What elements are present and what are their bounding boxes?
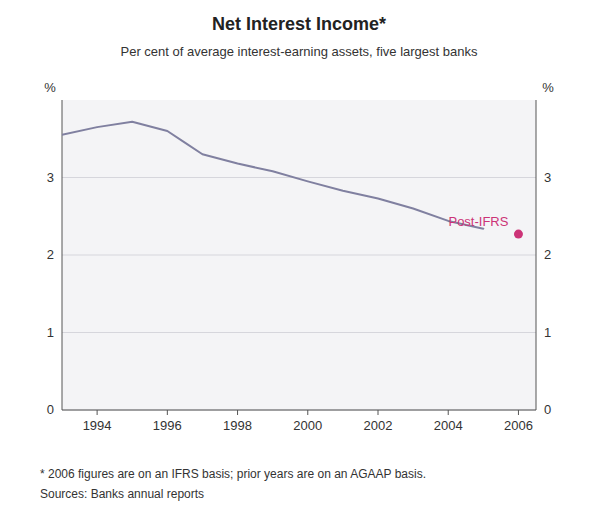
grid-line: [62, 410, 536, 411]
y-tick-label: 1: [47, 325, 54, 340]
x-tick: [448, 410, 449, 415]
x-tick: [97, 410, 98, 415]
point: [514, 230, 523, 239]
y2-axis: [536, 100, 537, 410]
source: Sources: Banks annual reports: [40, 487, 204, 501]
x-tick-label: 2004: [434, 418, 463, 433]
y-tick-label: 0: [47, 402, 54, 417]
chart: Net Interest Income* Per cent of average …: [0, 0, 598, 525]
x-tick-label: 1998: [223, 418, 252, 433]
marks: [62, 122, 523, 239]
x-tick-label: 1996: [153, 418, 182, 433]
x-axis: [62, 410, 536, 411]
x-tick: [307, 410, 308, 415]
x-tick: [378, 410, 379, 415]
x-tick: [518, 410, 519, 415]
y-tick-label: 3: [47, 170, 54, 185]
title: Net Interest Income*: [212, 14, 386, 34]
x-tick-label: 2002: [364, 418, 393, 433]
grid-line: [62, 255, 536, 256]
y-axis-label: %: [44, 80, 56, 95]
subtitle: Per cent of average interest-earning ass…: [121, 44, 478, 59]
grid-line: [62, 332, 536, 333]
x-tick: [237, 410, 238, 415]
x-tick: [167, 410, 168, 415]
y-axis: [62, 100, 63, 410]
x-tick-label: 2006: [504, 418, 533, 433]
y2-tick-label: 1: [544, 325, 551, 340]
plot-area: [62, 100, 536, 410]
y-tick-label: 2: [47, 247, 54, 262]
line: [62, 122, 483, 229]
y2-axis-label: %: [542, 80, 554, 95]
footnote: * 2006 figures are on an IFRS basis; pri…: [40, 467, 426, 481]
x-tick-label: 2000: [293, 418, 322, 433]
y2-tick-label: 3: [544, 170, 551, 185]
y2-tick-label: 2: [544, 247, 551, 262]
x-tick-label: 1994: [83, 418, 112, 433]
annotation: Post-IFRS: [448, 214, 508, 229]
y2-tick-label: 0: [544, 402, 551, 417]
